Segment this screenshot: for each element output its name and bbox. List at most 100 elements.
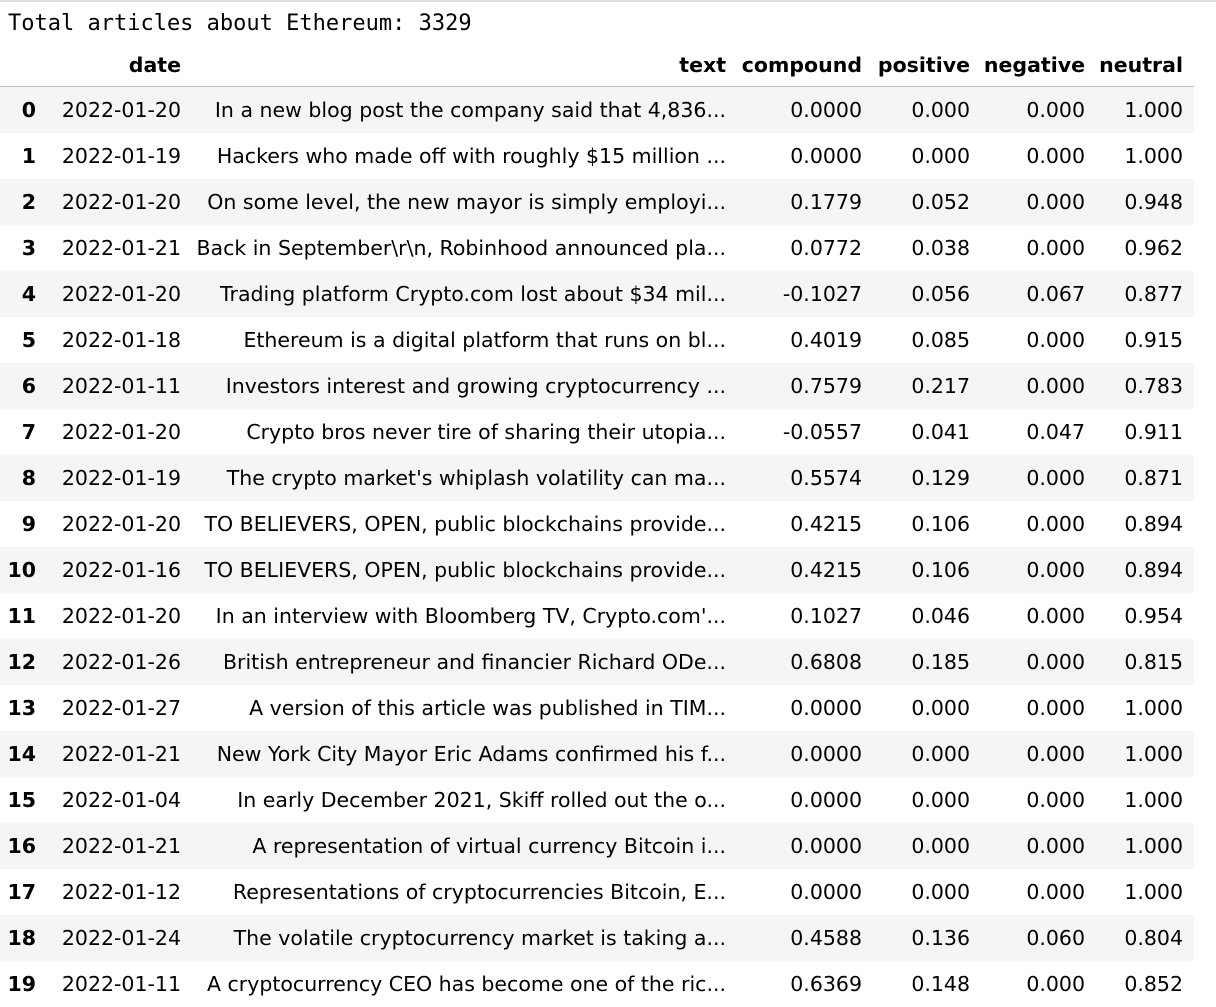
cell-negative: 0.000 <box>1026 465 1085 490</box>
row-index: 0 <box>21 97 36 122</box>
cell-positive: 0.000 <box>911 143 970 168</box>
cell-compound: 0.4588 <box>790 925 862 950</box>
cell-negative: 0.000 <box>1026 373 1085 398</box>
cell-compound: 0.0000 <box>790 143 862 168</box>
cell-date: 2022-01-16 <box>61 557 181 582</box>
cell-neutral: 1.000 <box>1124 787 1183 812</box>
cell-negative: 0.000 <box>1026 833 1085 858</box>
cell-neutral: 0.894 <box>1124 557 1183 582</box>
table-row: 18 2022-01-24 The volatile cryptocurrency … <box>0 914 1194 961</box>
row-index: 9 <box>21 511 36 536</box>
row-index: 11 <box>7 603 36 628</box>
cell-positive: 0.041 <box>911 419 970 444</box>
table-row: 3 2022-01-21 Back in September\r\n, Robinh… <box>0 224 1194 271</box>
cell-positive: 0.217 <box>911 373 970 398</box>
table-row: 10 2022-01-16 TO BELIEVERS, OPEN, public b… <box>0 546 1194 593</box>
cell-negative: 0.000 <box>1026 971 1085 996</box>
cell-compound: -0.1027 <box>782 281 862 306</box>
table-header: date text compound positive negative neu… <box>0 44 1194 87</box>
cell-positive: 0.056 <box>911 281 970 306</box>
cell-negative: 0.000 <box>1026 189 1085 214</box>
cell-compound: 0.0772 <box>790 235 862 260</box>
cell-date: 2022-01-21 <box>61 833 181 858</box>
cell-compound: 0.4019 <box>790 327 862 352</box>
cell-text: The volatile cryptocurrency market is ta… <box>233 925 726 950</box>
table-row: 17 2022-01-12 Representations of cryptocur… <box>0 868 1194 915</box>
cell-negative: 0.060 <box>1026 925 1085 950</box>
cell-top-border <box>0 0 1216 2</box>
dataframe-table: date text compound positive negative neu… <box>0 44 1194 1007</box>
cell-date: 2022-01-20 <box>61 419 181 444</box>
header-row: date text compound positive negative neu… <box>0 44 1194 87</box>
cell-text: Trading platform Crypto.com lost about $… <box>220 281 726 306</box>
cell-positive: 0.052 <box>911 189 970 214</box>
cell-positive: 0.136 <box>911 925 970 950</box>
cell-text: A cryptocurrency CEO has become one of t… <box>206 971 726 996</box>
cell-neutral: 0.894 <box>1124 511 1183 536</box>
cell-compound: -0.0557 <box>782 419 862 444</box>
table-row: 13 2022-01-27 A version of this article wa… <box>0 684 1194 731</box>
table-row: 4 2022-01-20 Trading platform Crypto.com l… <box>0 270 1194 317</box>
cell-date: 2022-01-20 <box>61 511 181 536</box>
cell-neutral: 1.000 <box>1124 143 1183 168</box>
cell-text: In early December 2021, Skiff rolled out… <box>237 787 726 812</box>
cell-date: 2022-01-20 <box>61 603 181 628</box>
cell-date: 2022-01-20 <box>61 97 181 122</box>
cell-neutral: 0.871 <box>1124 465 1183 490</box>
cell-compound: 0.1779 <box>790 189 862 214</box>
cell-date: 2022-01-12 <box>61 879 181 904</box>
cell-neutral: 1.000 <box>1124 741 1183 766</box>
row-index: 12 <box>7 649 36 674</box>
cell-date: 2022-01-11 <box>61 373 181 398</box>
cell-neutral: 0.783 <box>1124 373 1183 398</box>
cell-neutral: 0.948 <box>1124 189 1183 214</box>
row-index: 10 <box>7 557 36 582</box>
cell-positive: 0.046 <box>911 603 970 628</box>
table-row: 9 2022-01-20 TO BELIEVERS, OPEN, public bl… <box>0 500 1194 547</box>
cell-positive: 0.000 <box>911 97 970 122</box>
cell-neutral: 0.804 <box>1124 925 1183 950</box>
column-header-text: text <box>192 44 737 87</box>
column-header-compound: compound <box>737 44 873 87</box>
cell-date: 2022-01-26 <box>61 649 181 674</box>
cell-neutral: 0.911 <box>1124 419 1183 444</box>
cell-positive: 0.148 <box>911 971 970 996</box>
cell-date: 2022-01-24 <box>61 925 181 950</box>
cell-text: A version of this article was published … <box>249 695 726 720</box>
cell-compound: 0.0000 <box>790 741 862 766</box>
cell-neutral: 0.954 <box>1124 603 1183 628</box>
cell-positive: 0.106 <box>911 557 970 582</box>
cell-negative: 0.000 <box>1026 557 1085 582</box>
table-row: 16 2022-01-21 A representation of virtual … <box>0 822 1194 869</box>
cell-compound: 0.0000 <box>790 833 862 858</box>
cell-positive: 0.038 <box>911 235 970 260</box>
cell-neutral: 1.000 <box>1124 879 1183 904</box>
cell-text: Investors interest and growing cryptocur… <box>225 373 726 398</box>
cell-negative: 0.000 <box>1026 511 1085 536</box>
cell-text: TO BELIEVERS, OPEN, public blockchains p… <box>204 557 726 582</box>
cell-text: The crypto market's whiplash volatility … <box>226 465 726 490</box>
row-index: 8 <box>21 465 36 490</box>
cell-neutral: 1.000 <box>1124 97 1183 122</box>
row-index: 6 <box>21 373 36 398</box>
cell-text: TO BELIEVERS, OPEN, public blockchains p… <box>204 511 726 536</box>
column-header-neutral: neutral <box>1096 44 1194 87</box>
cell-date: 2022-01-04 <box>61 787 181 812</box>
cell-text: Hackers who made off with roughly $15 mi… <box>216 143 726 168</box>
table-row: 6 2022-01-11 Investors interest and growin… <box>0 362 1194 409</box>
row-index: 15 <box>7 787 36 812</box>
cell-text: New York City Mayor Eric Adams confirmed… <box>216 741 726 766</box>
row-index: 17 <box>7 879 36 904</box>
row-index: 13 <box>7 695 36 720</box>
cell-negative: 0.067 <box>1026 281 1085 306</box>
cell-neutral: 0.962 <box>1124 235 1183 260</box>
cell-date: 2022-01-19 <box>61 465 181 490</box>
cell-positive: 0.000 <box>911 741 970 766</box>
table-row: 8 2022-01-19 The crypto market's whiplash … <box>0 454 1194 501</box>
cell-date: 2022-01-21 <box>61 741 181 766</box>
row-index: 14 <box>7 741 36 766</box>
table-body: 0 2022-01-20 In a new blog post the compan… <box>0 86 1194 1007</box>
table-row: 15 2022-01-04 In early December 2021, Skif… <box>0 776 1194 823</box>
cell-text: On some level, the new mayor is simply e… <box>207 189 726 214</box>
cell-text: British entrepreneur and financier Richa… <box>222 649 726 674</box>
